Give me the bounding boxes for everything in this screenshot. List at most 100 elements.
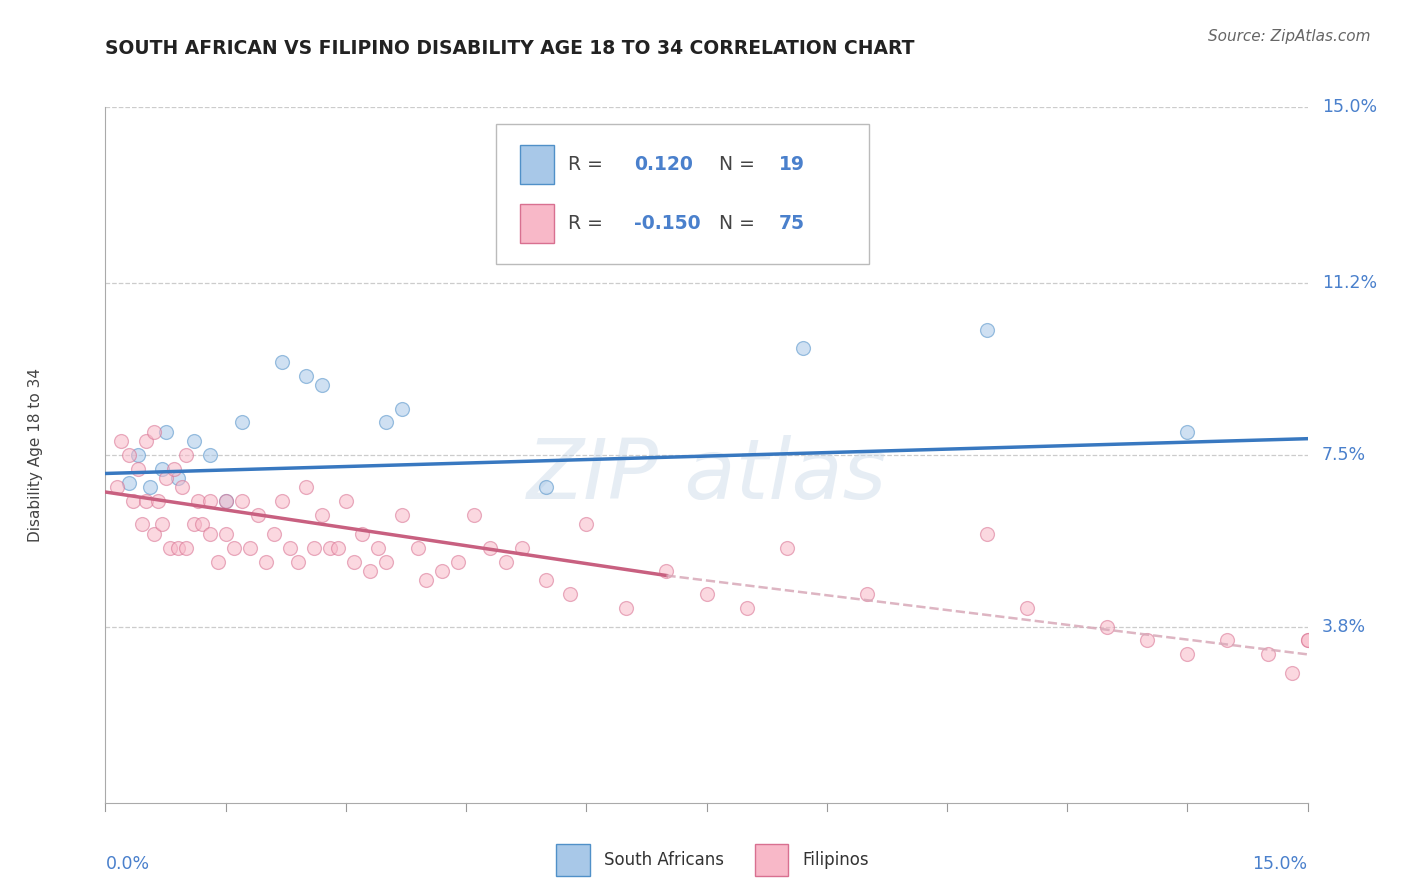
Point	[1136, 633, 1159, 648]
FancyBboxPatch shape	[520, 204, 554, 243]
Text: 11.2%: 11.2%	[1322, 275, 1376, 293]
Text: Filipinos: Filipinos	[803, 851, 869, 869]
Point	[150, 462, 173, 476]
Point	[575, 517, 598, 532]
Point	[150, 517, 173, 532]
Point	[187, 494, 209, 508]
Point	[170, 480, 193, 494]
Point	[183, 434, 205, 448]
FancyBboxPatch shape	[520, 145, 554, 184]
Point	[359, 564, 381, 578]
Point	[107, 480, 129, 494]
Point	[239, 541, 262, 555]
Point	[146, 494, 169, 508]
Point	[415, 573, 437, 587]
Point	[1175, 648, 1198, 662]
Text: ZIP atlas: ZIP atlas	[526, 435, 887, 516]
FancyBboxPatch shape	[496, 124, 869, 263]
Point	[159, 541, 181, 555]
Point	[976, 526, 998, 541]
Point	[135, 494, 157, 508]
Point	[1175, 425, 1198, 439]
Point	[776, 541, 799, 555]
Point	[207, 555, 229, 569]
Point	[534, 573, 557, 587]
Point	[214, 494, 236, 508]
Point	[127, 448, 149, 462]
Point	[231, 494, 253, 508]
Point	[142, 526, 165, 541]
Text: 15.0%: 15.0%	[1322, 98, 1376, 116]
Point	[118, 475, 141, 490]
Text: 0.120: 0.120	[634, 155, 693, 174]
Point	[166, 541, 188, 555]
Point	[231, 416, 253, 430]
Point	[198, 526, 221, 541]
Point	[311, 508, 333, 523]
Point	[135, 434, 157, 448]
Text: -0.150: -0.150	[634, 214, 702, 233]
Point	[616, 601, 638, 615]
Point	[302, 541, 325, 555]
Point	[696, 587, 718, 601]
Point	[295, 369, 318, 384]
Point	[246, 508, 269, 523]
Point	[278, 541, 301, 555]
Text: 75: 75	[779, 214, 804, 233]
Point	[270, 494, 292, 508]
Point	[254, 555, 277, 569]
Point	[367, 541, 389, 555]
Point	[447, 555, 470, 569]
Point	[295, 480, 318, 494]
Text: 0.0%: 0.0%	[105, 855, 149, 873]
Text: 19: 19	[779, 155, 804, 174]
Point	[534, 480, 557, 494]
Text: SOUTH AFRICAN VS FILIPINO DISABILITY AGE 18 TO 34 CORRELATION CHART: SOUTH AFRICAN VS FILIPINO DISABILITY AGE…	[105, 39, 915, 58]
Point	[1296, 633, 1319, 648]
Point	[343, 555, 366, 569]
Point	[287, 555, 309, 569]
Point	[155, 425, 177, 439]
Point	[735, 601, 758, 615]
Text: 7.5%: 7.5%	[1322, 446, 1367, 464]
Point	[1296, 633, 1319, 648]
Point	[1257, 648, 1279, 662]
Point	[155, 471, 177, 485]
Point	[1216, 633, 1239, 648]
Point	[374, 555, 396, 569]
Text: R =: R =	[568, 155, 609, 174]
Text: Disability Age 18 to 34: Disability Age 18 to 34	[28, 368, 44, 542]
Point	[214, 494, 236, 508]
Point	[510, 541, 533, 555]
FancyBboxPatch shape	[557, 844, 591, 876]
Point	[495, 555, 517, 569]
Text: Source: ZipAtlas.com: Source: ZipAtlas.com	[1208, 29, 1371, 44]
Point	[655, 564, 678, 578]
Point	[335, 494, 357, 508]
Point	[118, 448, 141, 462]
Point	[198, 494, 221, 508]
Point	[174, 541, 197, 555]
Point	[142, 425, 165, 439]
Text: 3.8%: 3.8%	[1322, 617, 1367, 635]
Point	[174, 448, 197, 462]
Point	[391, 508, 413, 523]
Point	[463, 508, 485, 523]
Point	[131, 517, 153, 532]
Point	[1015, 601, 1038, 615]
Point	[110, 434, 132, 448]
Point	[319, 541, 342, 555]
Point	[270, 355, 292, 369]
Point	[311, 378, 333, 392]
FancyBboxPatch shape	[755, 844, 789, 876]
Point	[138, 480, 160, 494]
Point	[430, 564, 453, 578]
Point	[1097, 619, 1119, 633]
Point	[162, 462, 184, 476]
Point	[855, 587, 877, 601]
Point	[198, 448, 221, 462]
Point	[222, 541, 245, 555]
Point	[976, 323, 998, 337]
Text: N =: N =	[707, 214, 761, 233]
Point	[214, 526, 236, 541]
